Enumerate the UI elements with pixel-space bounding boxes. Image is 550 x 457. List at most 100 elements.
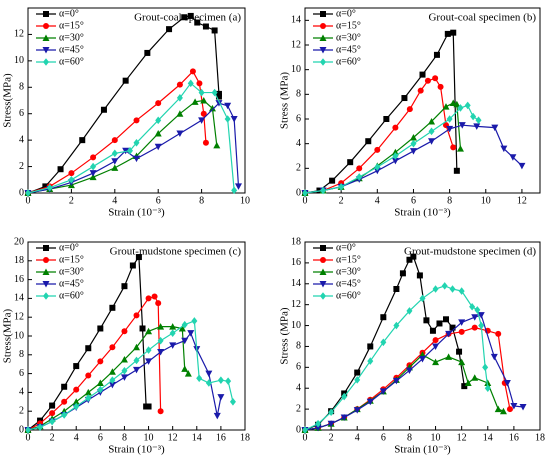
marker: [211, 27, 218, 34]
marker: [399, 270, 406, 277]
marker: [157, 408, 164, 415]
y-tick-label: 20: [14, 236, 24, 247]
marker: [453, 100, 461, 108]
x-tick-label: 10: [431, 432, 441, 443]
marker: [410, 139, 417, 148]
y-tick-label: 8: [19, 349, 24, 360]
marker: [458, 287, 465, 295]
marker: [155, 116, 162, 125]
marker: [509, 154, 517, 161]
x-tick-label: 12: [457, 432, 467, 443]
marker: [73, 386, 80, 393]
series-line: [304, 327, 511, 431]
marker: [111, 137, 118, 144]
panel: 0 2 4 6 8 10 12 14 16 18 0 2 4 6 8 10 12 14 16 18 Strain (10…: [279, 236, 545, 455]
marker: [478, 321, 485, 330]
marker: [225, 377, 232, 385]
marker: [406, 307, 413, 315]
marker: [416, 272, 423, 279]
marker: [234, 183, 242, 190]
legend-label: α=45°: [336, 44, 361, 55]
y-axis-label: Stress(MPa): [2, 73, 14, 128]
marker: [133, 117, 140, 124]
x-axis-label: Strain (10⁻³): [108, 207, 165, 219]
marker: [135, 254, 142, 261]
marker: [202, 139, 209, 146]
marker: [417, 87, 424, 94]
legend-marker: [43, 245, 49, 251]
marker: [302, 189, 308, 197]
marker: [445, 353, 453, 360]
marker: [380, 338, 387, 347]
marker: [475, 116, 482, 125]
x-tick-label: 2: [329, 432, 334, 443]
marker: [111, 164, 119, 171]
marker: [406, 256, 413, 263]
x-tick-label: 18: [535, 432, 545, 443]
marker: [129, 262, 136, 269]
marker: [419, 71, 426, 78]
marker: [85, 394, 92, 402]
marker: [151, 293, 158, 300]
legend-label: α=0°: [336, 8, 356, 19]
marker: [484, 384, 491, 393]
marker: [133, 343, 140, 351]
legend-marker: [42, 34, 50, 41]
legend-marker: [320, 11, 326, 17]
marker: [499, 407, 507, 415]
y-tick-label: 4: [19, 134, 24, 145]
plot-frame: [304, 241, 541, 431]
marker: [133, 138, 140, 147]
y-tick-label: 16: [14, 274, 24, 285]
marker: [442, 103, 450, 110]
chart-title: Grout-mudstone specimen (c): [110, 246, 242, 258]
legend-label: α=60°: [59, 56, 84, 67]
marker: [215, 93, 222, 100]
y-axis-label: Stress (MPa): [279, 72, 291, 129]
marker: [109, 304, 116, 311]
marker: [401, 95, 408, 102]
marker: [446, 125, 454, 133]
marker: [374, 163, 381, 171]
y-tick-label: 6: [296, 362, 301, 373]
legend-marker: [320, 58, 326, 66]
y-tick-label: 6: [296, 113, 301, 124]
marker: [176, 81, 183, 88]
legend-label: α=30°: [59, 32, 84, 43]
y-tick-label: 14: [291, 278, 301, 289]
marker: [419, 355, 426, 363]
y-tick-label: 18: [14, 255, 24, 266]
legend-marker: [319, 47, 327, 54]
x-tick-label: 6: [156, 195, 161, 206]
marker: [25, 189, 31, 197]
marker: [198, 117, 206, 124]
y-tick-label: 12: [14, 311, 24, 322]
marker: [464, 101, 471, 110]
marker: [224, 102, 232, 110]
marker: [391, 157, 399, 165]
marker: [356, 173, 363, 181]
marker: [432, 285, 439, 293]
marker: [450, 144, 457, 151]
marker: [393, 286, 400, 292]
marker: [176, 130, 184, 138]
y-tick-label: 6: [19, 108, 24, 119]
marker: [169, 329, 176, 337]
marker: [433, 51, 440, 58]
marker: [120, 374, 128, 381]
marker: [200, 97, 208, 104]
legend-label: α=60°: [59, 290, 84, 301]
y-tick-label: 14: [14, 293, 24, 304]
series-line: [304, 102, 462, 194]
marker: [374, 146, 381, 153]
marker: [229, 398, 236, 406]
y-tick-label: 4: [296, 138, 301, 149]
marker: [213, 141, 221, 149]
x-axis-label: Strain (10⁻³): [394, 207, 451, 219]
marker: [154, 143, 162, 151]
y-tick-label: 12: [291, 39, 301, 50]
marker: [109, 344, 116, 351]
marker: [61, 383, 68, 390]
marker: [338, 183, 345, 191]
marker: [61, 398, 68, 405]
